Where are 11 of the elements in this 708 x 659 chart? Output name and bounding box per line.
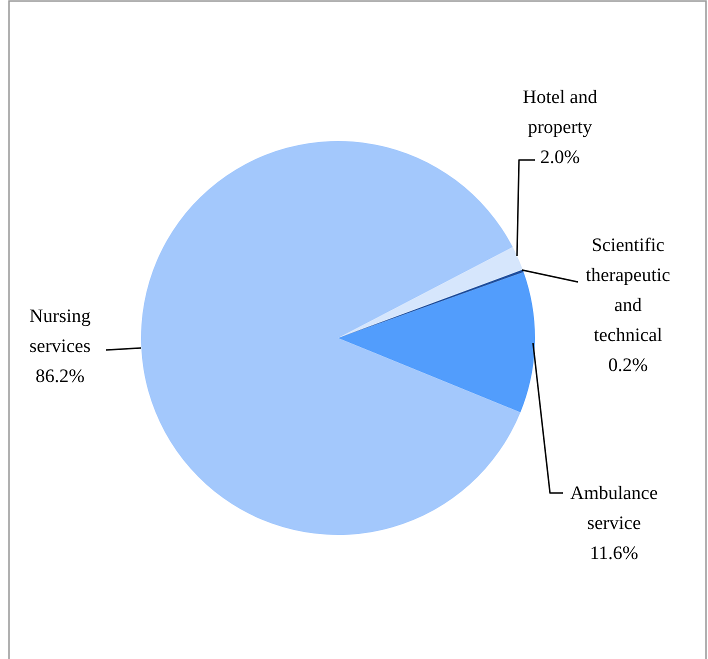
data-label: 0.2% [608, 355, 648, 376]
slice-label: Scientific therapeutic and technical [586, 235, 670, 346]
pie-slice [141, 141, 520, 535]
slice-label: Hotel and property [522, 87, 598, 138]
data-label: 2.0% [540, 147, 580, 168]
data-label: 86.2% [35, 366, 85, 387]
pie-slice [338, 247, 523, 338]
data-label: 11.6% [590, 543, 638, 564]
pie-slice [338, 272, 535, 412]
slice-label: Nursing services [29, 306, 92, 357]
slice-label: Ambulance service [570, 483, 658, 534]
